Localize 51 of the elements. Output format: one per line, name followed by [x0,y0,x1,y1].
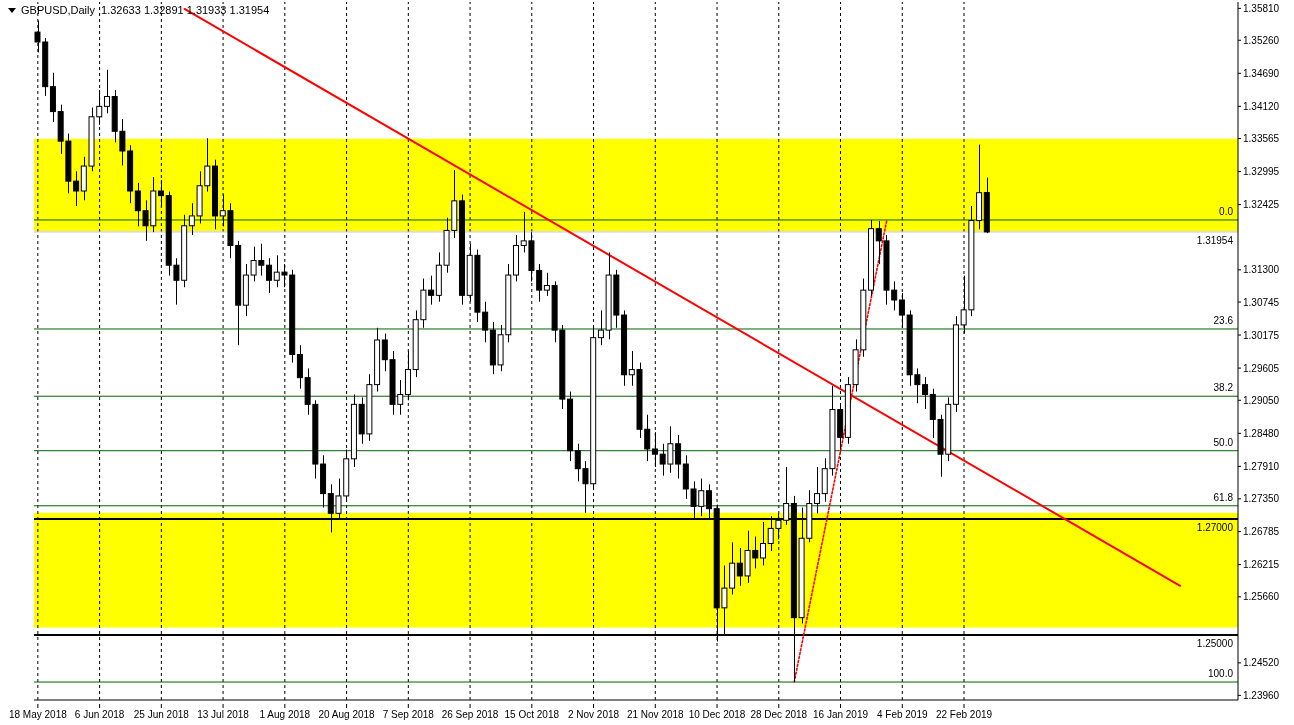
y-tick-label: 1.35260 [1243,34,1280,46]
annotation: 100.0 [1207,668,1234,680]
y-tick-label: 1.34120 [1243,100,1280,112]
y-tick-label: 1.29050 [1243,394,1280,406]
candlestick [103,69,110,114]
y-tick-label: 1.27910 [1243,460,1280,472]
x-tick-label: 20 Aug 2018 [318,709,376,720]
candlestick [814,466,821,514]
y-tick-label: 1.26215 [1243,559,1280,571]
y-tick-label: 1.25660 [1243,591,1280,603]
x-tick-label: 4 Feb 2019 [876,709,928,720]
ref-line-label: 1.25000 [1196,638,1234,650]
candlestick [922,376,929,410]
x-tick-label: 22 Feb 2019 [935,709,993,720]
annotation: 61.8 [1213,491,1234,503]
y-tick-label: 1.27350 [1243,493,1280,505]
y-tick-label: 1.29605 [1243,362,1280,374]
candlestick [651,431,658,468]
y-tick-label: 1.35810 [1243,2,1280,14]
x-tick-label: 1 Aug 2018 [259,709,311,720]
annotation: 23.6 [1213,314,1234,326]
x-tick-label: 25 Jun 2018 [133,709,190,720]
annotation: 0.0 [1219,205,1234,217]
y-tick-label: 1.23960 [1243,689,1280,701]
y-tick-label: 1.28480 [1243,427,1280,439]
y-tick-label: 1.30175 [1243,329,1280,341]
x-tick-label: 15 Oct 2018 [504,709,560,720]
candlestick [759,521,766,566]
y-tick-label: 1.33565 [1243,133,1280,145]
x-tick-label: 6 Jun 2018 [74,709,125,720]
x-tick-label: 16 Jan 2019 [812,709,869,720]
x-tick-label: 7 Sep 2018 [382,709,435,720]
x-tick-label: 2 Nov 2018 [567,709,620,720]
x-tick-label: 10 Dec 2018 [688,709,746,720]
y-tick-label: 1.24520 [1243,657,1280,669]
ref-line-label: 1.27000 [1196,522,1234,534]
x-tick-label: 21 Nov 2018 [626,709,685,720]
x-tick-label: 13 Jul 2018 [197,709,250,720]
x-tick-label: 26 Sep 2018 [441,709,499,720]
y-tick-label: 1.32995 [1243,166,1280,178]
y-tick-label: 1.34690 [1243,67,1280,79]
y-tick-label: 1.30745 [1243,296,1280,308]
x-tick-label: 18 May 2018 [8,709,68,720]
y-tick-label: 1.32425 [1243,199,1280,211]
annotation: 38.2 [1213,382,1234,394]
y-tick-label: 1.31300 [1243,264,1280,276]
y-tick-label: 1.26785 [1243,526,1280,538]
x-tick-label: 28 Dec 2018 [750,709,808,720]
candlestick [266,257,273,294]
annotation: 50.0 [1213,436,1234,448]
ref-line-label: 1.31954 [1196,235,1234,247]
